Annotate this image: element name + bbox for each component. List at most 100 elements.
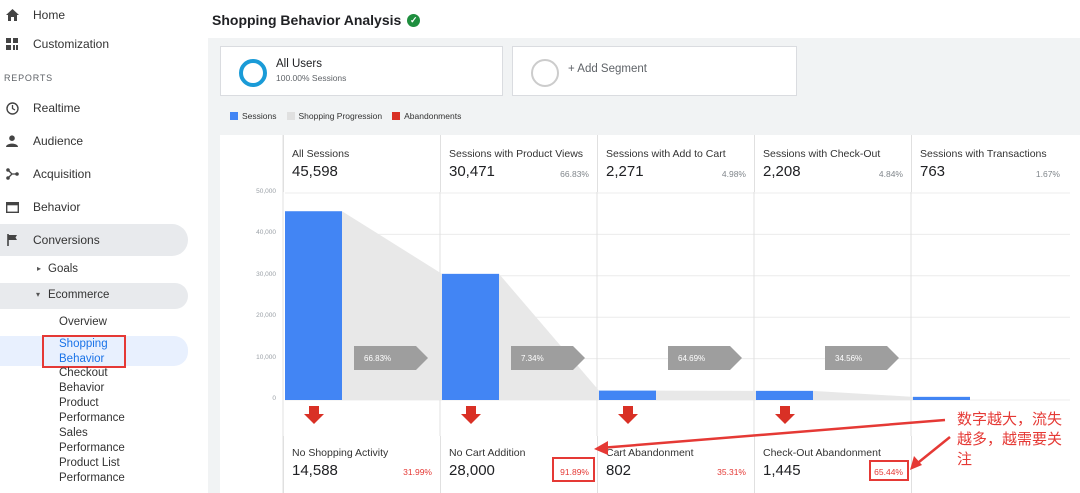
- y-tick-label: 30,000: [256, 270, 276, 278]
- funnel-column-header[interactable]: Sessions with Check-Out 2,208 4.84%: [754, 135, 911, 192]
- segment-name: All Users: [276, 58, 323, 70]
- empty-ring-icon: [531, 59, 559, 87]
- abandonment-value: 802: [606, 462, 632, 479]
- legend-progression: Shopping Progression: [286, 111, 382, 121]
- legend-swatch: [392, 112, 401, 120]
- abandonment-box[interactable]: No Cart Addition 28,000 91.89%: [440, 436, 597, 493]
- sidebar-item-behavior[interactable]: Behavior: [0, 192, 188, 222]
- abandonment-percent: 65.44%: [874, 467, 903, 477]
- annotation-text: 数字越大，流失越多，越需要关注: [957, 411, 1063, 468]
- abandonment-box[interactable]: Cart Abandonment 802 35.31%: [597, 436, 754, 493]
- progression-wedge: [656, 390, 756, 400]
- column-percent: 66.83%: [560, 169, 589, 179]
- progression-arrow: [354, 346, 428, 370]
- goals-label: Goals: [48, 263, 79, 275]
- abandonment-title: No Cart Addition: [449, 447, 526, 459]
- column-value: 2,208: [763, 163, 801, 180]
- column-title: Sessions with Transactions: [920, 148, 1047, 160]
- page-title: Shopping Behavior Analysis ✓: [212, 12, 421, 28]
- column-title: Sessions with Check-Out: [763, 148, 881, 160]
- sidebar-item-customization[interactable]: Customization: [0, 29, 188, 59]
- sidebar: Home Customization REPORTS Realtime Audi…: [0, 0, 192, 493]
- y-tick-label: 10,000: [256, 353, 276, 361]
- abandonment-value: 14,588: [292, 462, 338, 479]
- page-title-text: Shopping Behavior Analysis: [212, 12, 402, 28]
- abandonment-arrow-icon: [304, 406, 324, 424]
- abandonment-value: 1,445: [763, 462, 801, 479]
- highlight-box: [869, 460, 909, 481]
- chevron-down-icon: ▾: [36, 290, 41, 299]
- column-percent: 4.84%: [878, 169, 903, 179]
- sidebar-item-home[interactable]: Home: [0, 0, 188, 30]
- sidebar-leaf-shopping-behavior[interactable]: Shopping Behavior: [59, 338, 108, 365]
- abandonment-title: No Shopping Activity: [292, 447, 389, 459]
- progression-label: 34.56%: [835, 354, 862, 363]
- legend-abandonments: Abandonments: [392, 111, 461, 121]
- sidebar-leaf-product-list-performance[interactable]: Product List Performance: [59, 457, 125, 484]
- segment-ring-icon: [239, 59, 267, 87]
- abandonment-percent: 31.99%: [403, 467, 432, 477]
- add-segment-button[interactable]: + Add Segment: [512, 46, 797, 96]
- column-title: All Sessions: [292, 148, 350, 160]
- y-tick-label: 20,000: [256, 312, 276, 320]
- session-bar: [442, 273, 499, 400]
- sidebar-item-label: Behavior: [33, 200, 81, 214]
- abandonment-box[interactable]: Check-Out Abandonment 1,445 65.44%: [754, 436, 911, 493]
- legend-swatch: [286, 112, 295, 120]
- clock-icon: [4, 100, 20, 116]
- sidebar-item-realtime[interactable]: Realtime: [0, 93, 188, 123]
- column-value: 2,271: [606, 163, 644, 180]
- abandonment-box[interactable]: No Shopping Activity 14,588 31.99%: [283, 436, 440, 493]
- column-title: Sessions with Product Views: [449, 148, 584, 160]
- funnel-column-header[interactable]: All Sessions 45,598: [283, 135, 440, 192]
- flag-icon: [4, 232, 20, 248]
- sidebar-leaf-sales-performance[interactable]: Sales Performance: [59, 427, 125, 454]
- session-bar: [756, 390, 813, 400]
- sidebar-item-label: Customization: [33, 37, 110, 51]
- segment-all-users[interactable]: All Users 100.00% Sessions: [220, 46, 503, 96]
- sidebar-leaf-product-performance[interactable]: Product Performance: [59, 397, 125, 424]
- y-tick-label: 0: [272, 395, 276, 402]
- abandonment-title: Cart Abandonment: [606, 447, 694, 459]
- progression-wedge: [813, 390, 913, 400]
- acquisition-icon: [4, 166, 20, 182]
- annotation-arrowhead: [910, 456, 922, 470]
- sidebar-item-acquisition[interactable]: Acquisition: [0, 159, 188, 189]
- sidebar-item-label: Conversions: [33, 233, 100, 247]
- sidebar-item-ecommerce[interactable]: ▾ Ecommerce: [0, 283, 188, 309]
- segment-sub: 100.00% Sessions: [276, 73, 347, 83]
- sidebar-leaf-checkout-behavior[interactable]: Checkout Behavior: [59, 367, 108, 394]
- funnel-column-header[interactable]: Sessions with Add to Cart 2,271 4.98%: [597, 135, 754, 192]
- annotation-arrowhead: [594, 441, 608, 455]
- chevron-right-icon: ▸: [37, 264, 42, 273]
- progression-label: 7.34%: [521, 354, 544, 363]
- ecommerce-label: Ecommerce: [48, 289, 110, 301]
- y-tick-label: 40,000: [256, 229, 276, 237]
- verified-check-icon: ✓: [407, 13, 421, 27]
- person-icon: [4, 133, 20, 149]
- funnel-column-header[interactable]: Sessions with Product Views 30,471 66.83%: [440, 135, 597, 192]
- sidebar-item-conversions[interactable]: Conversions: [0, 224, 188, 256]
- abandonment-percent: 35.31%: [717, 467, 746, 477]
- session-bar: [599, 390, 656, 400]
- add-segment-label: + Add Segment: [568, 63, 647, 75]
- funnel-column-header[interactable]: Sessions with Transactions 763 1.67%: [911, 135, 1068, 192]
- progression-arrow: [511, 346, 585, 370]
- behavior-icon: [4, 199, 20, 215]
- sidebar-item-label: Home: [33, 8, 66, 22]
- session-bar: [285, 211, 342, 400]
- sidebar-item-label: Realtime: [33, 101, 81, 115]
- y-tick-label: 50,000: [256, 188, 276, 195]
- sidebar-item-label: Audience: [33, 134, 84, 148]
- sidebar-item-goals[interactable]: ▸ Goals: [0, 257, 188, 283]
- sidebar-leaf-overview[interactable]: Overview: [59, 316, 107, 328]
- abandonment-percent: 91.89%: [560, 467, 589, 477]
- column-percent: 1.67%: [1035, 169, 1060, 179]
- highlight-box: [552, 457, 595, 482]
- abandonment-arrow-icon: [618, 406, 638, 424]
- sidebar-item-audience[interactable]: Audience: [0, 126, 188, 156]
- highlight-box: [42, 335, 126, 368]
